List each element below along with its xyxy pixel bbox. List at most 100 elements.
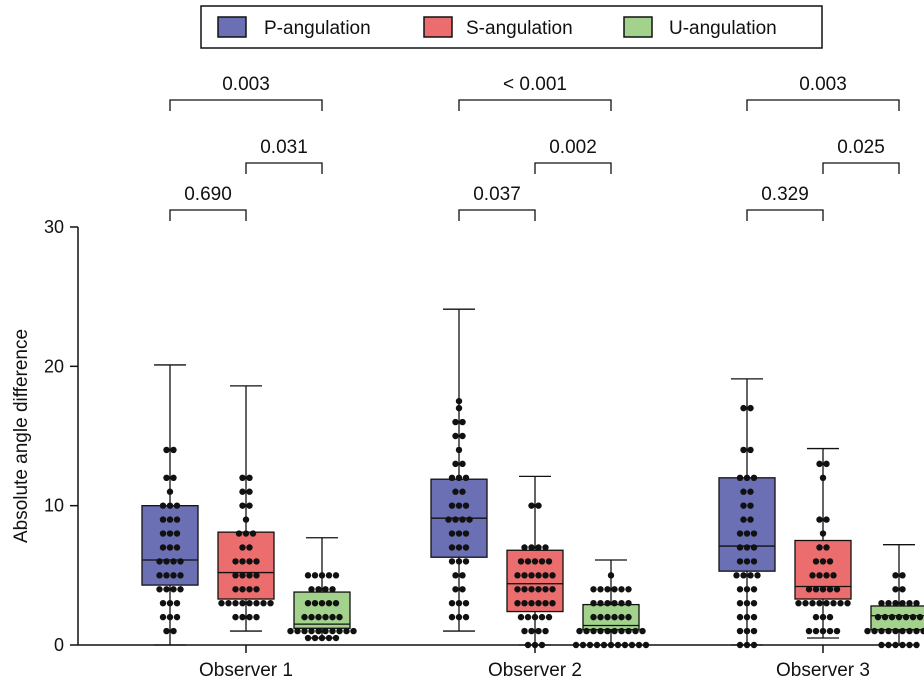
bracket-observer-2-1-2: 0.002 [534,137,612,174]
data-point [177,572,184,579]
data-point [542,586,549,593]
box-p-angulation-observer-2 [430,308,488,632]
data-point [304,600,312,607]
data-point [239,572,246,579]
data-point [750,641,758,649]
data-point [583,627,590,635]
data-point [618,627,625,635]
data-point [642,641,650,649]
data-point [535,544,542,551]
data-point [311,572,319,579]
data-point [246,502,253,509]
data-point [173,613,181,621]
data-point [173,502,181,509]
data-point [350,627,357,635]
data-point [159,530,167,537]
data-point [833,586,841,593]
data-point [253,558,260,565]
data-point [913,600,920,607]
data-point [315,586,322,593]
data-point [736,613,744,621]
data-point [740,446,747,454]
bracket-line [822,162,900,174]
bracket-observer-1-0-1: 0.690 [169,184,247,221]
data-point [747,446,754,454]
data-point [871,627,878,635]
bracket-line [534,162,612,174]
bracket-observer-2-0-1: 0.037 [458,184,536,221]
data-point [892,572,899,579]
data-point [517,613,525,621]
data-point [740,404,747,412]
p-value-label: 0.031 [260,137,308,158]
data-point [844,600,851,607]
plot-area [141,308,924,649]
data-point [736,627,744,635]
data-point [343,627,350,635]
data-point [163,474,170,481]
data-point [590,600,597,607]
data-point [628,641,636,649]
data-point [892,641,899,649]
data-point [586,641,594,649]
data-point [823,460,830,468]
y-tick-label-20: 20 [44,356,64,376]
legend-swatch-p-angulation [217,16,247,38]
data-point [448,502,456,509]
data-point [812,558,820,565]
data-point [232,613,239,621]
data-point [528,600,535,607]
data-point [336,627,343,635]
data-point [535,627,542,635]
data-point [521,572,528,579]
data-point [159,502,167,509]
data-point [170,572,177,579]
data-point [906,641,913,649]
data-point [156,586,163,593]
data-point [590,586,597,593]
data-point [837,600,844,607]
data-point [452,488,459,495]
data-point [826,558,834,565]
data-point [597,600,604,607]
data-point [812,586,820,593]
data-point [538,613,546,621]
data-point [736,558,744,565]
data-point [260,600,267,607]
data-point [747,516,754,523]
data-point [166,613,174,621]
data-point [635,641,643,649]
bracket-line [746,209,824,221]
data-point [747,572,754,579]
data-point [823,600,830,607]
legend-frame [200,5,823,49]
box-s-angulation-observer-2 [506,475,564,649]
data-point [524,641,532,649]
data-point [301,627,308,635]
x-tick-label-observer-3: Observer 3 [776,660,870,681]
data-point [459,488,466,495]
data-point [590,613,597,621]
data-point [459,418,466,426]
data-point [452,432,459,440]
data-point [611,600,618,607]
data-point [246,488,253,495]
data-point [607,641,615,649]
data-point [466,516,473,523]
bracket-line [169,99,323,111]
data-point [618,586,625,593]
data-point [329,586,336,593]
data-point [816,600,823,607]
data-point [166,530,174,537]
data-point [448,530,456,537]
data-point [736,586,744,593]
data-point [899,586,906,593]
box-u-angulation-observer-2 [572,559,650,649]
data-point [232,572,239,579]
data-point [246,474,253,481]
box-u-angulation-observer-1 [287,537,357,642]
data-point [736,600,744,607]
data-point [239,613,246,621]
data-point [462,502,470,509]
data-point [885,627,892,635]
